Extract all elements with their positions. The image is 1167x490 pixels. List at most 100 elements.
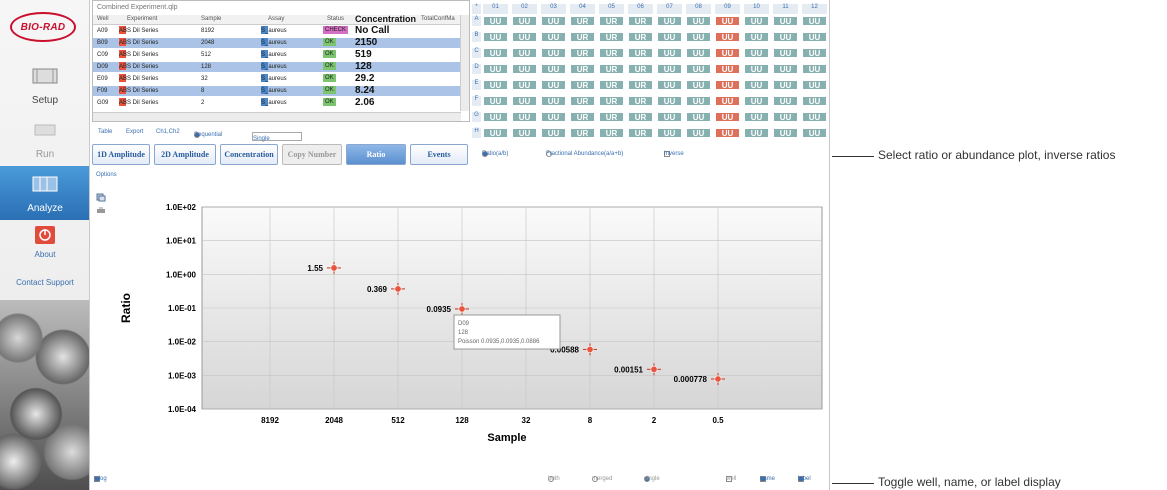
tab-copy-number[interactable]: Copy Number bbox=[282, 144, 342, 165]
table-row[interactable]: F09 ABS Dil Series 8 S_aureus OK 8.24 bbox=[93, 86, 461, 96]
table-row[interactable]: B09 ABS Dil Series 2048 S_aureus OK 2150 bbox=[93, 38, 461, 48]
plate-well[interactable]: UU bbox=[744, 32, 769, 42]
table-vertical-scrollbar[interactable] bbox=[460, 15, 469, 111]
plate-well[interactable]: UR bbox=[599, 128, 624, 138]
tab-ratio[interactable]: Ratio bbox=[346, 144, 406, 165]
plate-well[interactable]: UR bbox=[599, 64, 624, 74]
plate-well[interactable]: UU bbox=[744, 112, 769, 122]
merged-radio[interactable] bbox=[592, 476, 598, 482]
plate-well[interactable]: UU bbox=[512, 64, 537, 74]
inverse-checkbox[interactable] bbox=[664, 151, 670, 157]
table-horizontal-scrollbar[interactable] bbox=[93, 112, 461, 121]
contact-support-link[interactable]: Contact Support bbox=[16, 278, 74, 287]
plate-well[interactable]: UR bbox=[599, 32, 624, 42]
plate-well[interactable]: UU bbox=[744, 48, 769, 58]
plate-well[interactable]: UU bbox=[715, 64, 740, 74]
plate-well[interactable]: UU bbox=[483, 64, 508, 74]
plate-well[interactable]: UR bbox=[570, 112, 595, 122]
plate-well[interactable]: UU bbox=[802, 112, 827, 122]
plate-row-header[interactable]: A bbox=[472, 16, 481, 26]
tab-concentration[interactable]: Concentration bbox=[220, 144, 278, 165]
col-well[interactable]: Well bbox=[97, 16, 109, 22]
plate-well[interactable]: UU bbox=[512, 96, 537, 106]
plate-well[interactable]: UU bbox=[686, 64, 711, 74]
plate-well[interactable]: UR bbox=[628, 80, 653, 90]
plate-well[interactable]: UU bbox=[657, 32, 682, 42]
well-checkbox[interactable] bbox=[726, 476, 732, 482]
plate-well[interactable]: UU bbox=[686, 48, 711, 58]
col-concentration[interactable]: Concentration bbox=[355, 14, 417, 24]
plate-well[interactable]: UU bbox=[483, 96, 508, 106]
plate-well[interactable]: UU bbox=[512, 16, 537, 26]
plate-well[interactable]: UU bbox=[773, 16, 798, 26]
plate-well[interactable]: UU bbox=[773, 112, 798, 122]
plate-well[interactable]: UU bbox=[657, 96, 682, 106]
plate-well[interactable]: UU bbox=[657, 80, 682, 90]
plate-column-header[interactable]: 09 bbox=[715, 4, 740, 14]
plate-well[interactable]: UR bbox=[599, 112, 624, 122]
plate-well[interactable]: UU bbox=[657, 112, 682, 122]
plate-well[interactable]: UU bbox=[657, 48, 682, 58]
col-sample[interactable]: Sample bbox=[201, 16, 222, 22]
plate-well[interactable]: UU bbox=[773, 32, 798, 42]
plate-well[interactable]: UU bbox=[483, 48, 508, 58]
plate-well[interactable]: UR bbox=[570, 16, 595, 26]
col-assay[interactable]: Assay bbox=[268, 16, 285, 22]
plate-column-header[interactable]: 12 bbox=[802, 4, 827, 14]
plate-well[interactable]: UU bbox=[657, 64, 682, 74]
plate-column-header[interactable]: 10 bbox=[744, 4, 769, 14]
plate-well[interactable]: UU bbox=[802, 128, 827, 138]
plate-row-header[interactable]: E bbox=[472, 80, 481, 90]
options-link[interactable]: Options bbox=[96, 172, 117, 178]
plate-well[interactable]: UU bbox=[686, 16, 711, 26]
plate-well[interactable]: UU bbox=[715, 96, 740, 106]
ratio-radio[interactable] bbox=[482, 151, 488, 157]
plate-column-header[interactable]: 11 bbox=[773, 4, 798, 14]
col-totalconf[interactable]: TotalConfMa bbox=[421, 16, 455, 22]
plate-well[interactable]: UR bbox=[570, 48, 595, 58]
name-checkbox[interactable] bbox=[760, 476, 766, 482]
plate-well[interactable]: UU bbox=[802, 64, 827, 74]
plate-column-header[interactable]: 01 bbox=[483, 4, 508, 14]
plate-well[interactable]: UU bbox=[483, 112, 508, 122]
plate-column-header[interactable]: 05 bbox=[599, 4, 624, 14]
plate-well[interactable]: UU bbox=[686, 32, 711, 42]
plate-well[interactable]: UU bbox=[512, 32, 537, 42]
plate-well[interactable]: UU bbox=[541, 16, 566, 26]
setup-button[interactable]: Setup bbox=[0, 58, 89, 112]
plate-well[interactable]: UU bbox=[744, 96, 769, 106]
label-checkbox[interactable] bbox=[798, 476, 804, 482]
plate-well[interactable]: UR bbox=[570, 80, 595, 90]
both-radio[interactable] bbox=[548, 476, 554, 482]
plate-well[interactable]: UU bbox=[541, 80, 566, 90]
plate-row-header[interactable]: G bbox=[472, 112, 481, 122]
table-row[interactable]: C09 ABS Dil Series 512 S_aureus OK 519 bbox=[93, 50, 461, 60]
print-icon[interactable] bbox=[96, 206, 106, 215]
sequential-radio[interactable] bbox=[194, 132, 200, 138]
plate-well[interactable]: UU bbox=[773, 64, 798, 74]
plate-well[interactable]: UU bbox=[715, 112, 740, 122]
analyze-button[interactable]: Analyze bbox=[0, 166, 89, 220]
table-row[interactable]: D09 ABS Dil Series 128 S_aureus OK 128 bbox=[93, 62, 461, 72]
ylog-checkbox[interactable] bbox=[94, 476, 100, 482]
plate-well[interactable]: UR bbox=[599, 16, 624, 26]
plate-well[interactable]: UU bbox=[686, 112, 711, 122]
plate-column-header[interactable]: 06 bbox=[628, 4, 653, 14]
plate-well[interactable]: UU bbox=[512, 48, 537, 58]
plate-well[interactable]: UU bbox=[686, 80, 711, 90]
plate-row-header[interactable]: D bbox=[472, 64, 481, 74]
plate-well[interactable]: UR bbox=[599, 48, 624, 58]
channels-link[interactable]: Ch1,Ch2 bbox=[156, 129, 180, 135]
plate-well[interactable]: UU bbox=[773, 96, 798, 106]
tab-events[interactable]: Events bbox=[410, 144, 468, 165]
table-row[interactable]: G09 ABS Dil Series 2 S_aureus OK 2.06 bbox=[93, 98, 461, 108]
plate-well[interactable]: UU bbox=[715, 128, 740, 138]
plate-well[interactable]: UU bbox=[541, 96, 566, 106]
plate-well[interactable]: UU bbox=[483, 16, 508, 26]
plate-column-header[interactable]: 07 bbox=[657, 4, 682, 14]
plate-well[interactable]: UU bbox=[773, 48, 798, 58]
fractional-radio[interactable] bbox=[546, 151, 552, 157]
run-button[interactable]: Run bbox=[0, 112, 89, 166]
plate-well[interactable]: UU bbox=[802, 48, 827, 58]
plate-well[interactable]: UU bbox=[715, 16, 740, 26]
